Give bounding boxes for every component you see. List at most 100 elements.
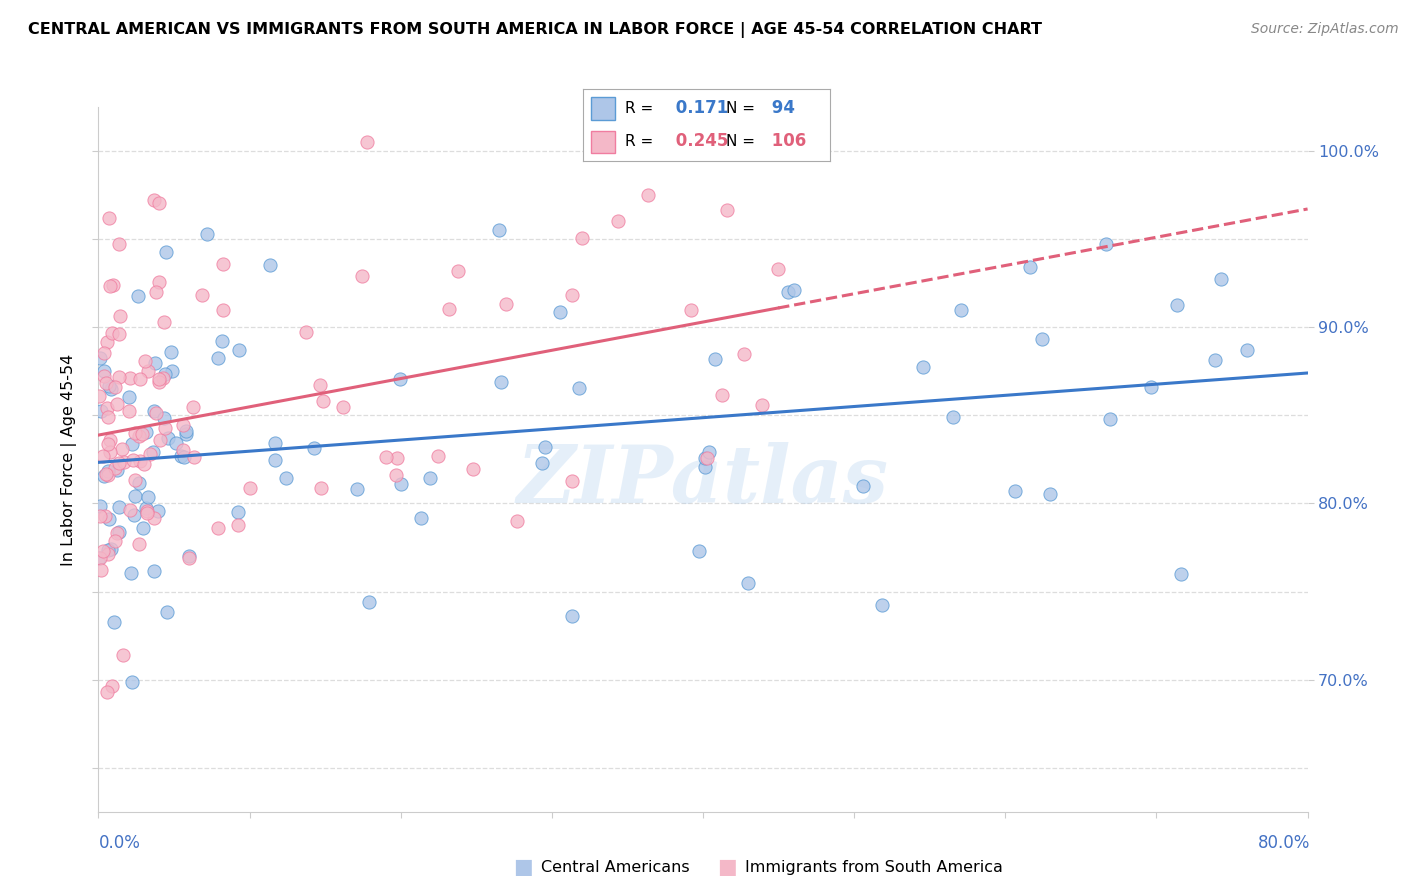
Point: [90, 563, 112, 577]
Point: [89, 499, 111, 513]
Point: [211, 334, 233, 348]
Point: [696, 451, 718, 466]
Point: [136, 364, 159, 378]
Point: [737, 576, 759, 591]
Text: ■: ■: [717, 857, 737, 877]
Text: ZIPatlas: ZIPatlas: [517, 442, 889, 519]
Point: [111, 442, 134, 457]
Point: [148, 196, 170, 211]
Point: [191, 287, 214, 301]
Point: [100, 382, 122, 396]
Point: [778, 285, 800, 300]
Point: [506, 514, 529, 528]
Point: [98, 211, 121, 226]
Point: [118, 390, 141, 404]
Point: [172, 443, 194, 458]
Point: [111, 648, 134, 662]
Point: [264, 453, 287, 467]
Point: [560, 608, 582, 623]
Point: [259, 258, 281, 272]
Point: [129, 372, 152, 386]
Point: [98, 279, 121, 293]
Point: [153, 411, 176, 425]
FancyBboxPatch shape: [591, 130, 616, 153]
Point: [165, 435, 187, 450]
Point: [1019, 260, 1042, 274]
Point: [695, 460, 717, 475]
Point: [145, 285, 167, 300]
Point: [93, 469, 115, 483]
Point: [1166, 298, 1188, 312]
Point: [148, 371, 170, 385]
Point: [118, 404, 141, 418]
Point: [1099, 412, 1122, 426]
Point: [148, 375, 170, 389]
Point: [531, 456, 554, 470]
Point: [152, 370, 174, 384]
Point: [108, 236, 131, 251]
Point: [122, 508, 145, 522]
Point: [128, 475, 150, 490]
Point: [127, 289, 149, 303]
Point: [124, 489, 146, 503]
Point: [264, 436, 287, 450]
Point: [346, 482, 368, 496]
Point: [309, 378, 332, 392]
Point: [207, 521, 229, 535]
Point: [108, 524, 131, 539]
Point: [491, 375, 513, 389]
Text: Central Americans: Central Americans: [541, 860, 690, 874]
Point: [121, 675, 143, 690]
Point: [104, 461, 127, 475]
Point: [949, 303, 972, 318]
Point: [183, 450, 205, 465]
Point: [134, 457, 156, 471]
Point: [91, 544, 114, 558]
Point: [411, 510, 433, 524]
Point: [697, 445, 720, 459]
Point: [388, 371, 411, 385]
Point: [426, 449, 449, 463]
Point: [1039, 487, 1062, 501]
Point: [155, 367, 177, 381]
Point: [352, 269, 374, 284]
Point: [97, 436, 120, 450]
Point: [97, 409, 120, 424]
Point: [96, 685, 118, 699]
Point: [181, 400, 204, 414]
Point: [389, 477, 412, 491]
Point: [142, 444, 165, 458]
Point: [103, 380, 125, 394]
FancyBboxPatch shape: [591, 97, 616, 120]
Point: [195, 227, 218, 241]
Point: [533, 440, 555, 454]
Point: [153, 315, 176, 329]
Point: [153, 421, 176, 435]
Point: [96, 376, 118, 391]
Point: [295, 325, 318, 339]
Point: [207, 351, 229, 365]
Point: [93, 364, 115, 378]
Point: [870, 598, 893, 612]
Point: [356, 135, 378, 149]
Point: [93, 508, 115, 523]
Point: [93, 368, 115, 383]
Point: [239, 481, 262, 495]
Point: [851, 479, 873, 493]
Point: [89, 389, 111, 403]
Point: [710, 388, 733, 402]
Point: [179, 550, 201, 565]
Point: [135, 501, 157, 516]
Point: [90, 404, 112, 418]
Point: [97, 379, 120, 393]
Point: [143, 564, 166, 578]
Point: [105, 526, 128, 541]
Point: [228, 343, 250, 357]
Point: [104, 534, 127, 549]
Point: [143, 356, 166, 370]
Point: [128, 454, 150, 468]
Point: [97, 547, 120, 561]
Point: [495, 297, 517, 311]
Point: [463, 462, 485, 476]
Point: [561, 288, 583, 302]
